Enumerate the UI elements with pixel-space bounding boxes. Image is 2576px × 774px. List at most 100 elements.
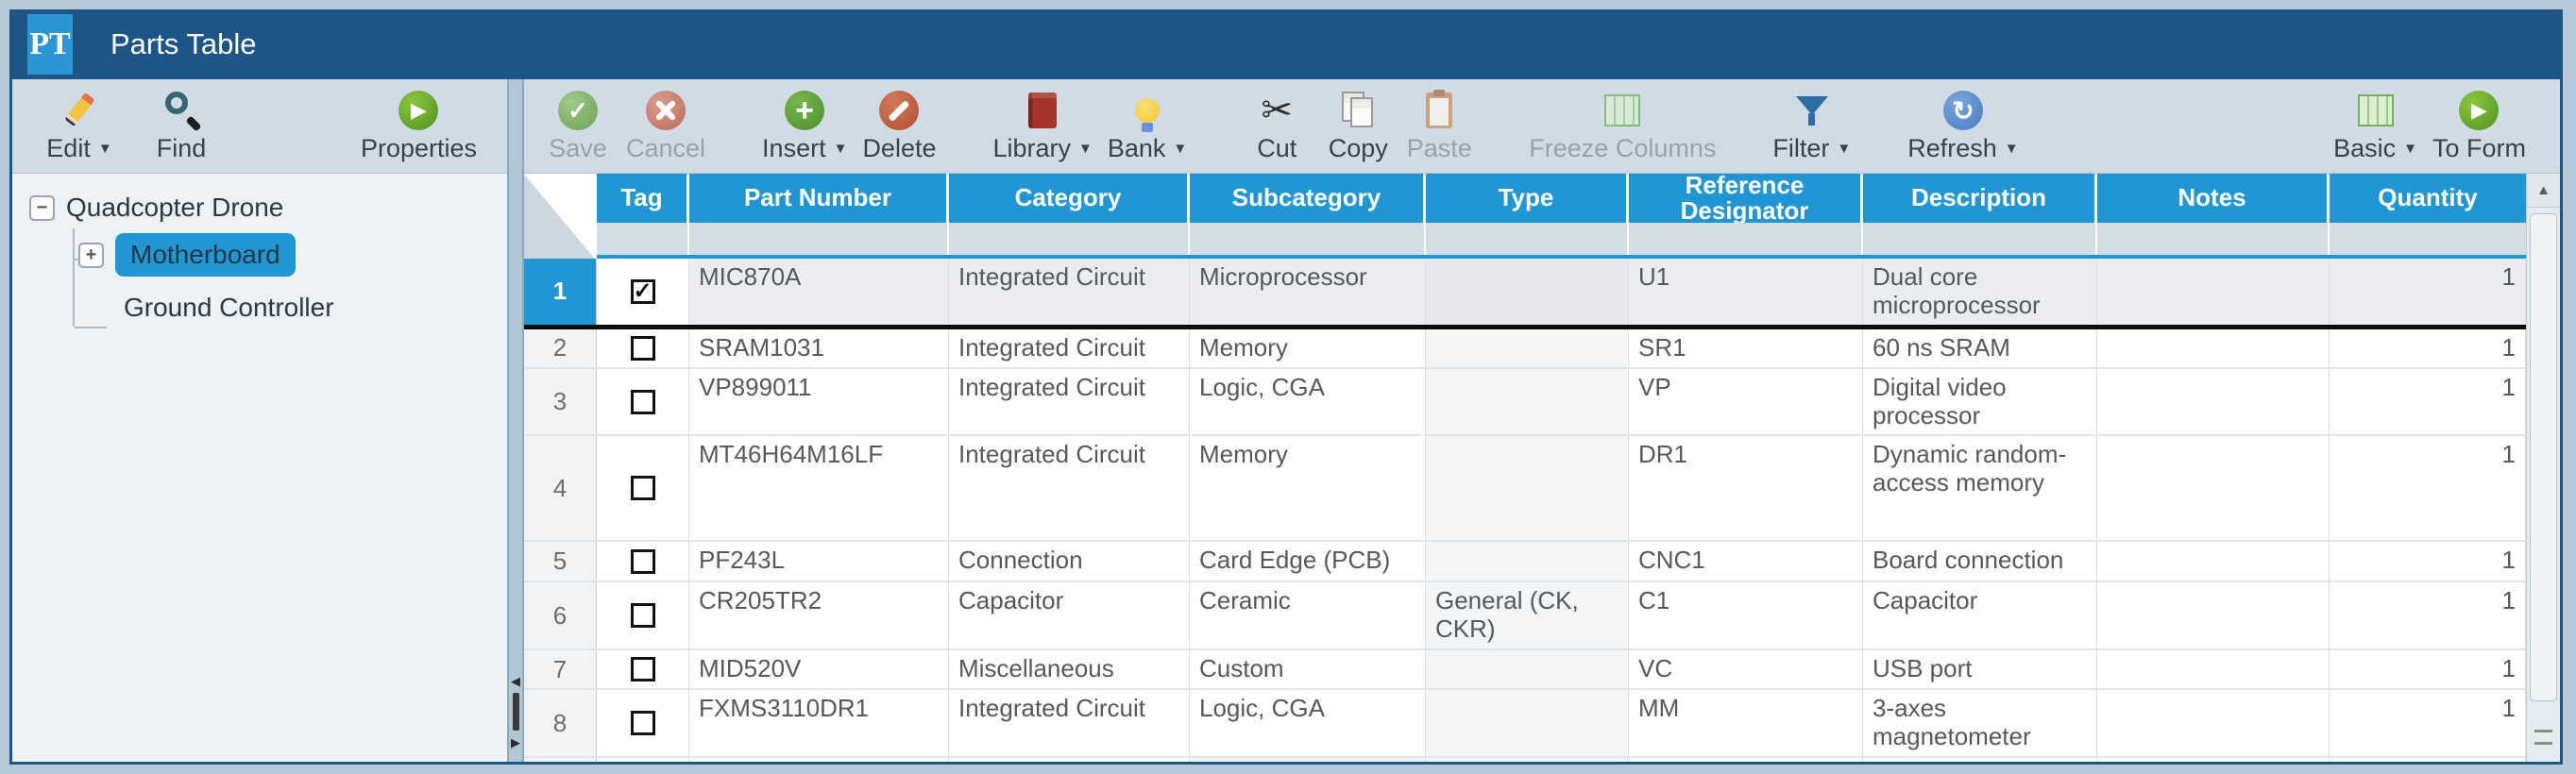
cell-reference-designator[interactable]: CNC1 — [1629, 542, 1863, 581]
cell-part-number[interactable]: FXMS3110DR1 — [689, 690, 949, 756]
tree-item-motherboard[interactable]: + Motherboard — [78, 228, 507, 281]
cell-part-number[interactable]: CR205TR2 — [689, 582, 949, 649]
scrollbar-thumb[interactable] — [2530, 213, 2557, 701]
cell-category[interactable]: Integrated Circuit — [949, 436, 1190, 541]
tag-checkbox[interactable] — [630, 389, 655, 414]
table-row[interactable]: 3 VP899011 Integrated Circuit Logic, CGA… — [524, 368, 2526, 437]
freeze-columns-button[interactable]: Freeze Columns — [1521, 85, 1723, 167]
cell-notes[interactable] — [2097, 757, 2330, 762]
cell-type[interactable] — [1426, 542, 1629, 581]
tag-checkbox[interactable] — [630, 548, 655, 574]
tree-item-label-selected[interactable]: Motherboard — [115, 233, 296, 277]
cell-type[interactable] — [1426, 690, 1629, 756]
table-row[interactable]: 2 SRAM1031 Integrated Circuit Memory SR1… — [524, 328, 2526, 369]
refresh-button[interactable]: ↻ Refresh ▼ — [1900, 85, 2025, 167]
cell-description[interactable]: Dynamic random-access memory — [1863, 436, 2097, 541]
row-number[interactable]: 2 — [524, 328, 597, 367]
cell-subcategory[interactable]: Memory — [1190, 436, 1426, 541]
tag-checkbox[interactable] — [630, 711, 655, 736]
collapse-icon[interactable]: − — [29, 194, 55, 221]
cell-reference-designator[interactable] — [1629, 757, 1863, 762]
cell-reference-designator[interactable]: DR1 — [1629, 436, 1863, 541]
cell-part-number[interactable]: SRAM1031 — [689, 328, 949, 367]
column-header-tag[interactable]: Tag — [597, 174, 689, 223]
cell-reference-designator[interactable]: MM — [1629, 690, 1863, 756]
cell-notes[interactable] — [2097, 368, 2330, 435]
cell-type[interactable]: General (CK, CKR) — [1426, 582, 1629, 649]
cell-reference-designator[interactable]: VC — [1629, 650, 1863, 689]
tag-checkbox[interactable]: ✓ — [630, 278, 655, 304]
tree-item-quadcopter-drone[interactable]: − Quadcopter Drone — [29, 187, 507, 228]
cell-notes[interactable] — [2097, 690, 2330, 756]
cell-category[interactable] — [949, 757, 1190, 762]
tree-item-label[interactable]: Ground Controller — [124, 293, 334, 322]
cell-quantity[interactable] — [2330, 757, 2526, 762]
cell-reference-designator[interactable]: U1 — [1629, 259, 1863, 325]
table-row[interactable]: 1 ✓ MIC870A Integrated Circuit Microproc… — [524, 259, 2526, 329]
cell-reference-designator[interactable]: VP — [1629, 368, 1863, 435]
cell-quantity[interactable]: 1 — [2330, 582, 2526, 649]
column-header-part-number[interactable]: Part Number — [689, 174, 949, 223]
bank-button[interactable]: Bank ▼ — [1100, 85, 1195, 167]
cell-subcategory[interactable] — [1190, 757, 1426, 762]
library-button[interactable]: Library ▼ — [985, 85, 1099, 167]
cell-quantity[interactable]: 1 — [2330, 436, 2526, 541]
cell-category[interactable]: Integrated Circuit — [949, 259, 1190, 325]
cell-subcategory[interactable]: Logic, CGA — [1190, 368, 1426, 435]
row-number[interactable]: 8 — [524, 690, 597, 756]
filter-cell[interactable] — [2097, 223, 2330, 255]
to-form-button[interactable]: ▶ To Form — [2425, 85, 2534, 167]
paste-button[interactable]: Paste — [1398, 85, 1480, 167]
cell-type[interactable] — [1426, 436, 1629, 541]
column-header-category[interactable]: Category — [949, 174, 1190, 223]
tree-item-ground-controller[interactable]: Ground Controller — [78, 281, 507, 334]
column-header-subcategory[interactable]: Subcategory — [1190, 174, 1426, 223]
cancel-button[interactable]: Cancel — [619, 85, 713, 167]
cell-category[interactable]: Capacitor — [949, 582, 1190, 649]
table-row[interactable]: 6 CR205TR2 Capacitor Ceramic General (CK… — [524, 582, 2526, 651]
filter-cell[interactable] — [2330, 223, 2526, 255]
table-row[interactable]: 4 MT46H64M16LF Integrated Circuit Memory… — [524, 436, 2526, 543]
cell-type[interactable] — [1426, 259, 1629, 325]
cell-part-number[interactable]: MID520V — [689, 650, 949, 689]
filter-cell[interactable] — [597, 223, 689, 255]
copy-button[interactable]: Copy — [1317, 85, 1398, 167]
column-header-notes[interactable]: Notes — [2097, 174, 2330, 223]
cell-notes[interactable] — [2097, 328, 2330, 367]
column-header-quantity[interactable]: Quantity — [2378, 183, 2478, 212]
scrollbar-grip[interactable] — [2534, 730, 2552, 745]
delete-button[interactable]: Delete — [855, 85, 943, 167]
filter-button[interactable]: Filter ▼ — [1765, 85, 1858, 167]
cell-quantity[interactable]: 1 — [2330, 650, 2526, 689]
cell-description[interactable]: Dual core microprocessor — [1863, 259, 2097, 325]
tag-checkbox[interactable] — [630, 476, 655, 501]
cell-quantity[interactable]: 1 — [2330, 368, 2526, 435]
tag-checkbox[interactable] — [630, 603, 655, 629]
insert-button[interactable]: + Insert ▼ — [754, 85, 855, 167]
filter-cell[interactable] — [949, 223, 1190, 255]
table-row[interactable]: 7 MID520V Miscellaneous Custom VC USB po… — [524, 650, 2526, 691]
cell-part-number[interactable]: MT46H64M16LF — [689, 436, 949, 541]
scroll-up-icon[interactable]: ▲ — [2527, 174, 2560, 208]
vertical-scrollbar[interactable]: ▲ — [2526, 174, 2560, 762]
cell-subcategory[interactable]: Ceramic — [1190, 582, 1426, 649]
row-number[interactable]: 1 — [524, 259, 597, 325]
filter-cell[interactable] — [1629, 223, 1863, 255]
expand-icon[interactable]: + — [78, 242, 104, 268]
filter-cell[interactable] — [689, 223, 949, 255]
cell-notes[interactable] — [2097, 436, 2330, 541]
cell-category[interactable]: Miscellaneous — [949, 650, 1190, 689]
cell-notes[interactable] — [2097, 259, 2330, 325]
cell-quantity[interactable]: 1 — [2330, 542, 2526, 581]
row-number[interactable]: 6 — [524, 582, 597, 649]
cell-part-number[interactable]: PF243L — [689, 542, 949, 581]
cell-type[interactable] — [1426, 368, 1629, 435]
column-header-description[interactable]: Description — [1863, 174, 2097, 223]
cell-quantity[interactable]: 1 — [2330, 328, 2526, 367]
cell-part-number[interactable] — [689, 757, 949, 762]
cell-description[interactable]: USB port — [1863, 650, 2097, 689]
cell-reference-designator[interactable]: C1 — [1629, 582, 1863, 649]
properties-button[interactable]: ▶ Properties — [353, 85, 484, 167]
cell-category[interactable]: Integrated Circuit — [949, 690, 1190, 756]
cell-notes[interactable] — [2097, 542, 2330, 581]
